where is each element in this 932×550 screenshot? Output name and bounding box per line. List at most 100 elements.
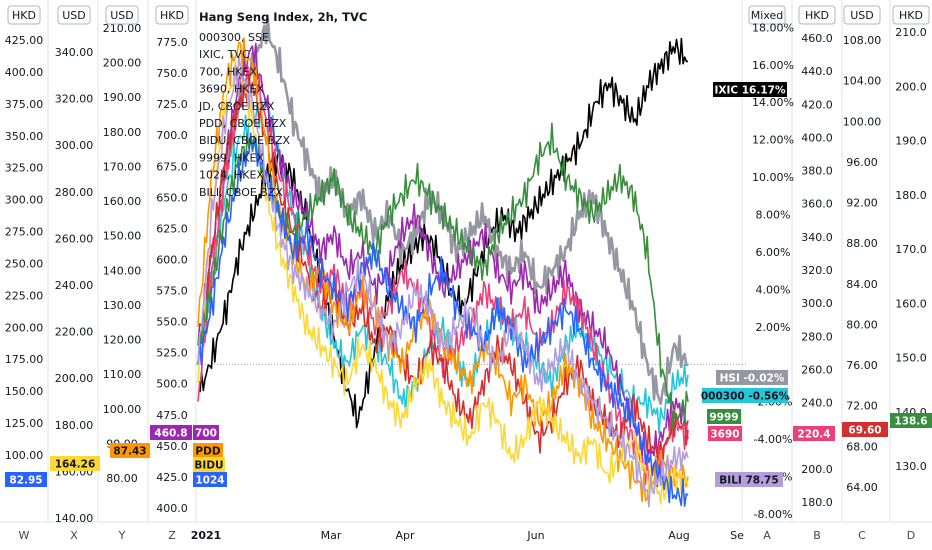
left-tick-label: 300.00: [55, 139, 94, 152]
x-tick-label: Aug: [668, 529, 689, 542]
legend[interactable]: Hang Seng Index, 2h, TVC 000300, SSE IXIC,…: [198, 10, 367, 199]
axis-letter: D: [907, 529, 915, 542]
axis-letter: Y: [118, 529, 126, 542]
left-tick-label: 180.00: [103, 126, 142, 139]
right-tick-label: 96.00: [846, 156, 878, 169]
left-tick-label: 180.00: [55, 419, 94, 432]
legend-item[interactable]: 000300, SSE: [199, 31, 269, 44]
series-line-bili[interactable]: [197, 56, 689, 508]
series-line-bidu[interactable]: [197, 56, 689, 505]
axis-unit-box[interactable]: [798, 5, 836, 25]
axis-letter: W: [19, 529, 30, 542]
left-tick-label: 120.00: [103, 334, 142, 347]
left-tick-label: 350.00: [5, 130, 44, 143]
axis-unit-label: USD: [110, 9, 134, 22]
legend-item[interactable]: PDD, CBOE BZX: [199, 117, 287, 130]
axis-letter: A: [763, 529, 771, 542]
right-axis-c[interactable]: USD C 108.00 104.00 100.00 96.00 92.00 88.00 84.…: [843, 5, 882, 542]
right-tick-label: 260.0: [801, 363, 833, 376]
left-tick-label: 240.00: [55, 279, 94, 292]
left-axis-x[interactable]: 340.00 320.00 300.00 280.00 260.00 240.00 220.…: [55, 5, 94, 542]
right-tick-label: 80.00: [846, 318, 878, 331]
svg-text:IXIC 16.17%: IXIC 16.17%: [714, 85, 785, 97]
legend-item[interactable]: BIDU, CBOE BZX: [199, 134, 291, 147]
svg-text:9999: 9999: [709, 412, 738, 424]
right-tick-label: 92.00: [846, 197, 878, 210]
right-tick-label: 180.0: [895, 189, 927, 202]
axis-unit-label: USD: [62, 9, 86, 22]
right-axis-b[interactable]: HKD B 460.0 440.0 420.0 400.0 380.0 360.0 340.0 3…: [798, 5, 836, 542]
tag-pdd: PDD: [193, 443, 223, 458]
right-tick-label: 88.00: [846, 237, 878, 250]
x-axis[interactable]: 2021 Mar Apr Jun Aug Se: [191, 529, 744, 542]
axis-unit-box[interactable]: [748, 5, 786, 25]
left-axis-w[interactable]: 425.00 400.00 375.00 350.00 325.00 300.00 275.…: [5, 5, 44, 542]
right-tick-label: 280.0: [801, 330, 833, 343]
series-line-700[interactable]: [197, 42, 689, 463]
left-tick-label: 425.00: [5, 34, 44, 47]
legend-item[interactable]: BILI, CBOE BZX: [199, 186, 283, 199]
axis-unit-box[interactable]: [7, 5, 41, 25]
series-line-hsi[interactable]: [196, 16, 689, 406]
axis-unit-box[interactable]: [105, 5, 139, 25]
series-line-jd[interactable]: [197, 74, 689, 467]
legend-item[interactable]: IXIC, TVC: [199, 48, 250, 61]
left-tick-label: 200.00: [55, 372, 94, 385]
right-tick-label: 200.0: [801, 463, 833, 476]
x-tick-label: Jun: [526, 529, 544, 542]
left-tick-label: 340.00: [55, 46, 94, 59]
left-tick-label: 110.00: [103, 368, 142, 381]
axis-unit-label: HKD: [899, 9, 923, 22]
left-tick-label: 320.00: [55, 93, 94, 106]
legend-item[interactable]: 3690, HKEX: [199, 83, 264, 96]
axis-letter: Z: [168, 529, 176, 542]
axis-unit-box[interactable]: [155, 5, 189, 25]
axis-letter: B: [813, 529, 821, 542]
x-tick-label: 2021: [191, 529, 222, 542]
right-tick-label: 72.00: [846, 400, 878, 413]
legend-item[interactable]: 700, HKEX: [199, 65, 257, 78]
tag-1024-price: 82.95: [5, 472, 47, 487]
right-axis-d[interactable]: HKD D 210.0 200.0 190.0 180.0 170.0 160.0 150.0 1…: [892, 5, 930, 542]
tag-1024: 1024: [193, 472, 227, 487]
mixed-tick-label: 10.00%: [752, 171, 794, 184]
right-tick-label: 300.0: [801, 297, 833, 310]
right-tick-label: 100.00: [843, 115, 882, 128]
left-tick-label: 200.00: [5, 321, 44, 334]
legend-item[interactable]: JD, CBOE BZX: [198, 100, 275, 113]
left-tick-label: 575.0: [156, 285, 188, 298]
left-tick-label: 100.00: [103, 403, 142, 416]
svg-text:138.6: 138.6: [894, 416, 927, 428]
left-tick-label: 400.0: [156, 502, 188, 515]
left-tick-label: 280.00: [55, 186, 94, 199]
right-tick-label: 68.00: [846, 440, 878, 453]
x-tick-label: Apr: [395, 529, 415, 542]
left-axis-z[interactable]: 775.0 750.0 725.0 700.0 675.0 650.0 625.0 600.0…: [155, 5, 189, 542]
svg-text:82.95: 82.95: [9, 475, 42, 487]
left-tick-label: 750.0: [156, 67, 188, 80]
axis-letter: X: [70, 529, 78, 542]
left-tick-label: 675.0: [156, 160, 188, 173]
right-tick-label: 170.0: [895, 243, 927, 256]
left-tick-label: 225.00: [5, 289, 44, 302]
left-tick-label: 525.0: [156, 347, 188, 360]
left-tick-label: 550.0: [156, 316, 188, 329]
right-tick-label: 400.0: [801, 131, 833, 144]
right-axis-a[interactable]: Mixed A: [748, 5, 786, 542]
axis-unit-box[interactable]: [892, 5, 930, 25]
left-axis-y[interactable]: 210.00 200.00 190.00 180.00 170.00 160.00 150.…: [103, 5, 142, 542]
tag-9999-price: 138.6: [890, 413, 932, 428]
tag-bidu-price: 164.26: [50, 456, 100, 471]
axis-unit-box[interactable]: [57, 5, 91, 25]
left-tick-label: 260.00: [55, 232, 94, 245]
mixed-tick-label: 16.00%: [752, 59, 794, 72]
right-tick-label: 340.0: [801, 231, 833, 244]
left-tick-label: 220.00: [55, 326, 94, 339]
axis-unit-box[interactable]: [843, 5, 881, 25]
legend-item[interactable]: 1024, HKEX: [199, 169, 264, 182]
mixed-tick-label: 6.00%: [756, 246, 791, 259]
series-line-1024[interactable]: [197, 132, 689, 507]
left-tick-label: 150.00: [103, 230, 142, 243]
legend-item[interactable]: 9999, HKEX: [199, 151, 264, 164]
